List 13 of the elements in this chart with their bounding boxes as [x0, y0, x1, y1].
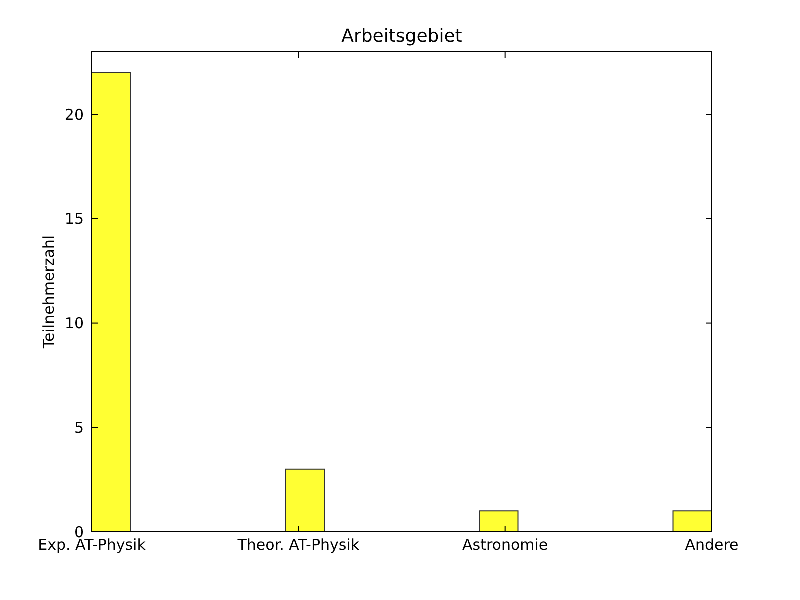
bar: [92, 72, 132, 532]
y-axis-title: Teilnehmerzahl: [40, 235, 58, 350]
chart-title: Arbeitsgebiet: [342, 26, 462, 47]
y-tick-label: 5: [74, 418, 84, 437]
y-tick-label: 15: [64, 210, 84, 228]
bar: [285, 468, 325, 532]
y-tick-label: 20: [64, 106, 84, 124]
bar: [672, 510, 712, 532]
x-tick-label: Theor. AT-Physik: [236, 536, 360, 554]
y-tick-label: 10: [64, 314, 84, 333]
x-tick-label: Astronomie: [462, 536, 548, 554]
bar: [479, 510, 519, 532]
x-tick-label: Andere: [685, 536, 739, 554]
